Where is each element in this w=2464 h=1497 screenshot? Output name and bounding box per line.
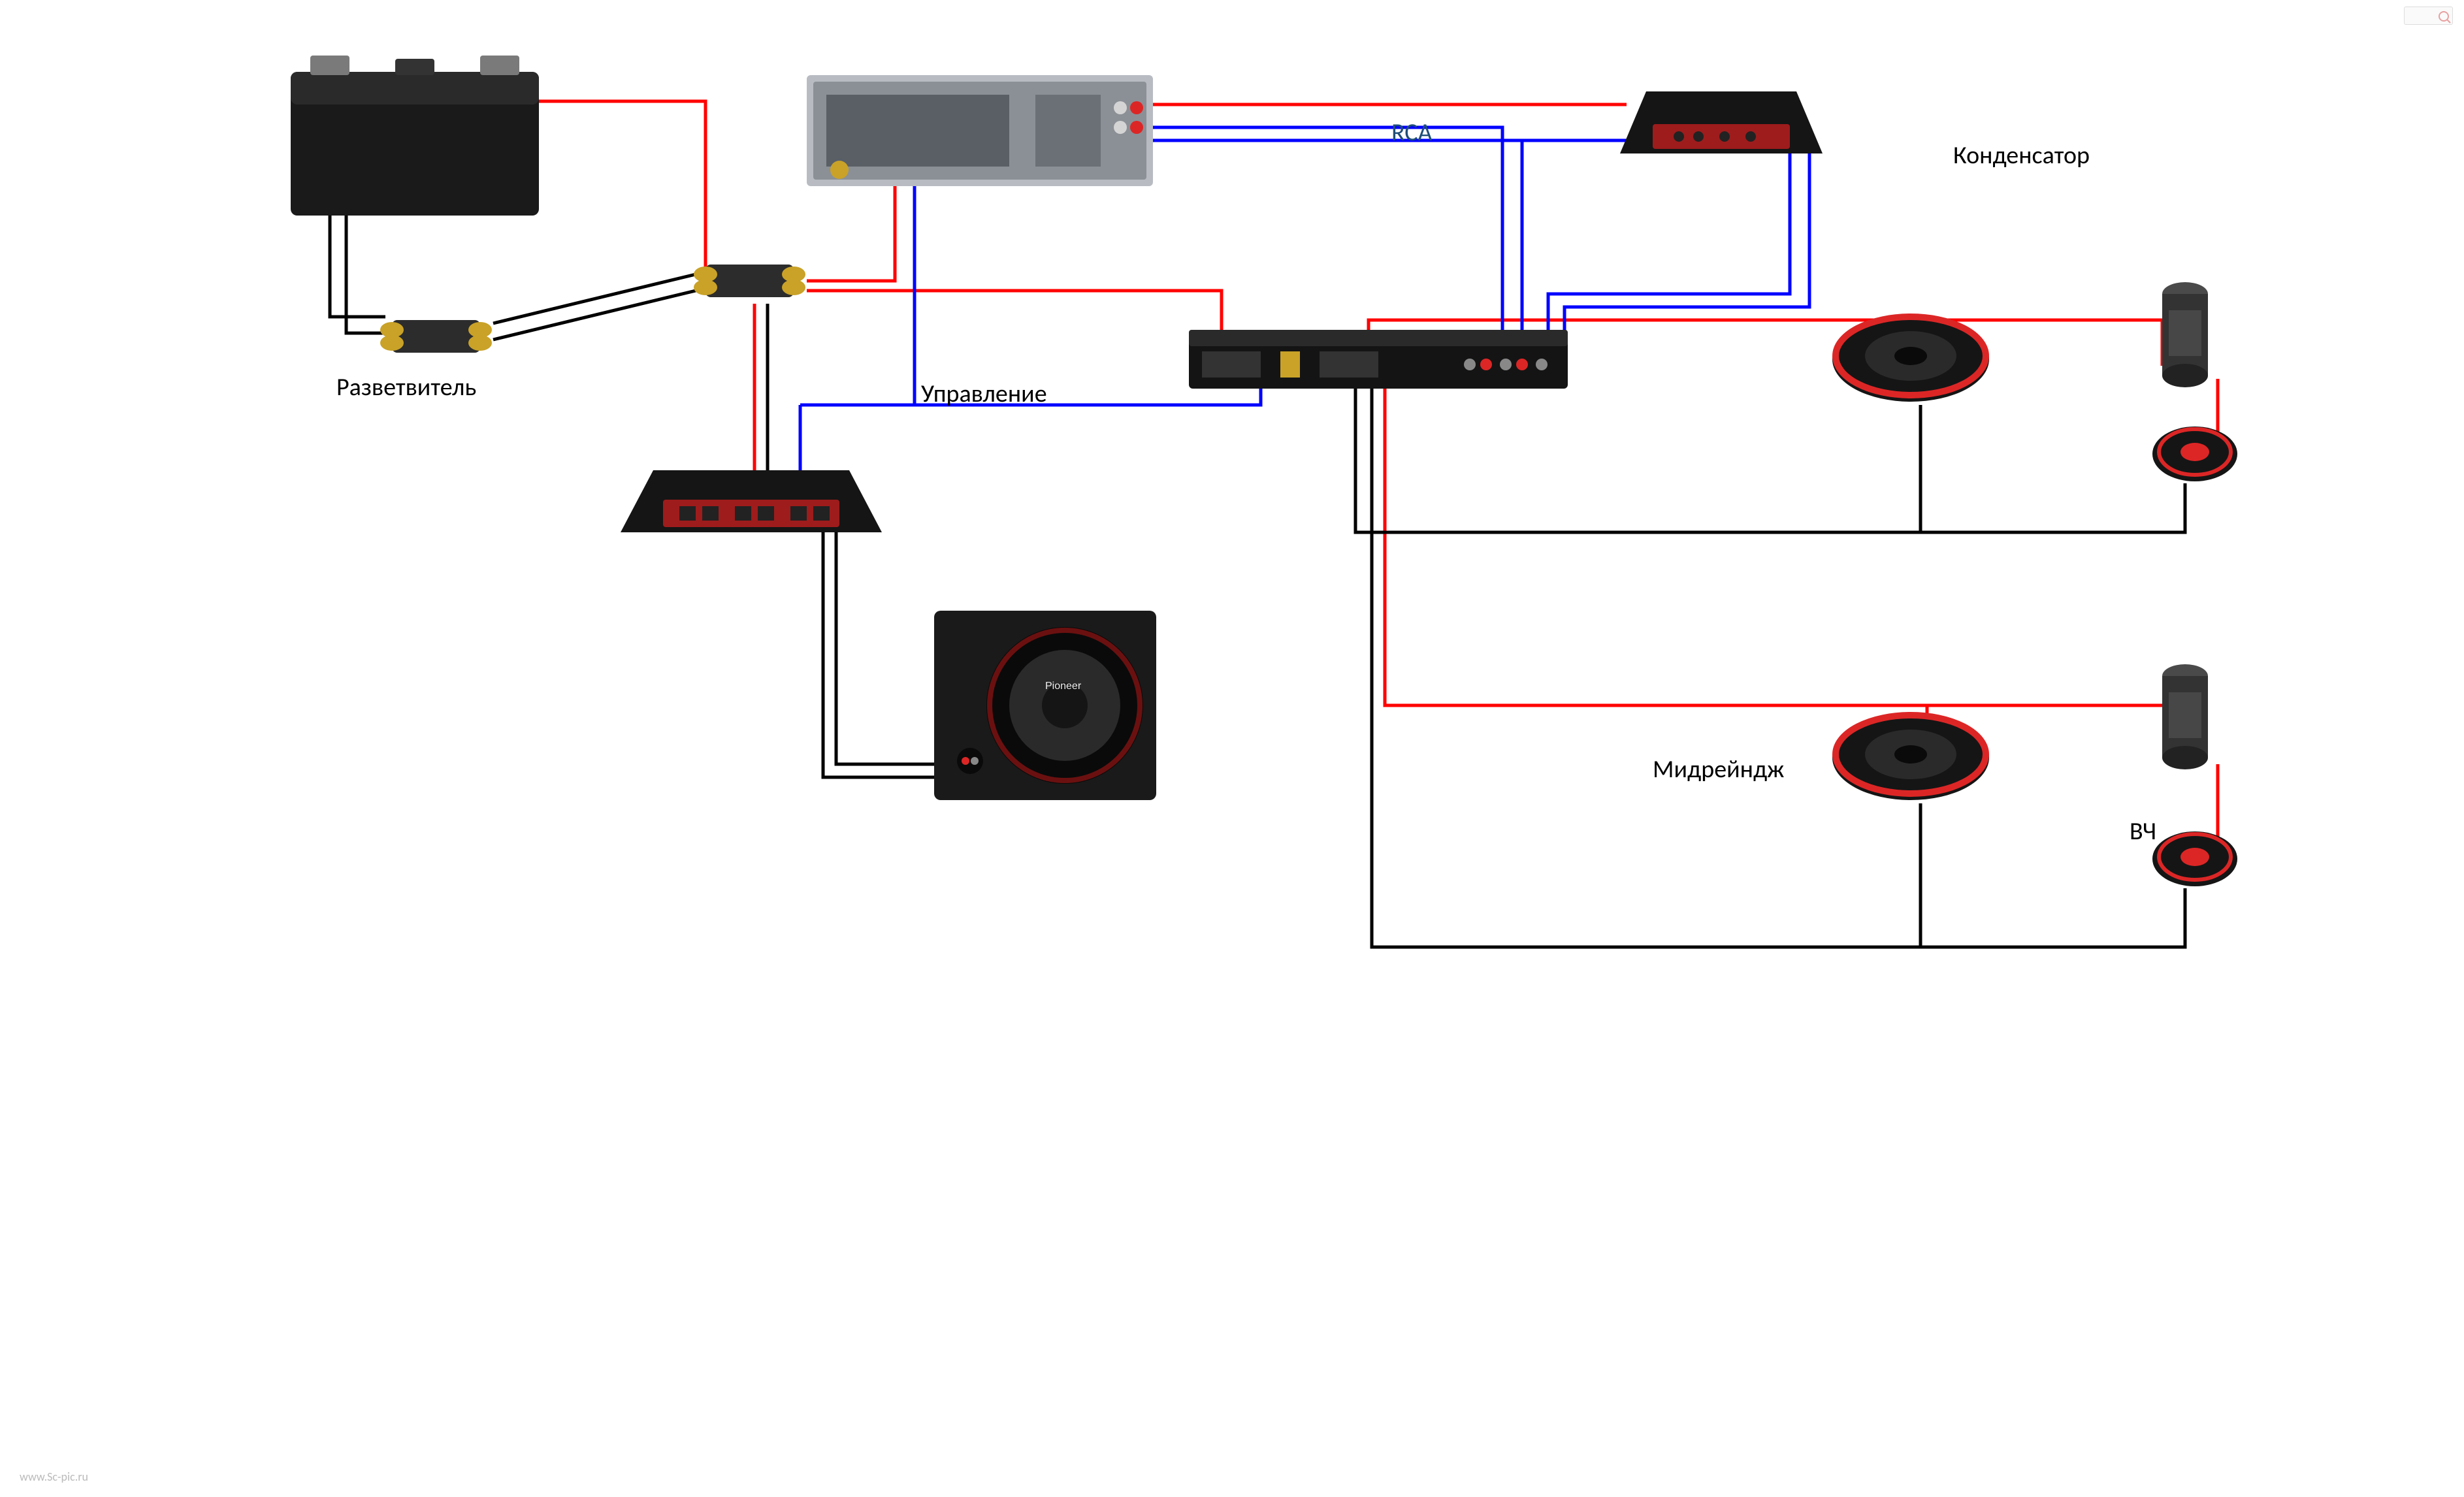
label-midrange: Мидрейндж [1653, 754, 1784, 784]
battery [291, 52, 539, 216]
head-unit [807, 75, 1153, 186]
midrange-speaker-bottom [1829, 696, 1992, 803]
tweeter-bottom [2149, 823, 2241, 888]
watermark: www.Sc-pic.ru [20, 1470, 88, 1484]
amplifier-main [1189, 327, 1568, 389]
label-capacitor: Конденсатор [1953, 140, 2090, 170]
amplifier-top [1620, 78, 1823, 153]
midrange-speaker-top [1829, 297, 1992, 405]
fuse-block-right [692, 258, 807, 304]
subwoofer: Pioneer [934, 611, 1156, 800]
capacitor-bottom [2156, 660, 2214, 774]
capacitor-top [2156, 278, 2214, 392]
label-rca: RCA [1391, 118, 1433, 148]
label-control: Управление [921, 379, 1047, 409]
top-right-badge [2404, 7, 2453, 25]
label-hf: ВЧ [2130, 816, 2156, 846]
wiring-layer [0, 0, 2464, 1497]
fuse-block-left [379, 314, 493, 359]
label-splitter: Разветвитель [336, 372, 476, 402]
tweeter-top [2149, 418, 2241, 483]
svg-text:Pioneer: Pioneer [1045, 681, 1082, 692]
amplifier-bottom [621, 457, 882, 532]
